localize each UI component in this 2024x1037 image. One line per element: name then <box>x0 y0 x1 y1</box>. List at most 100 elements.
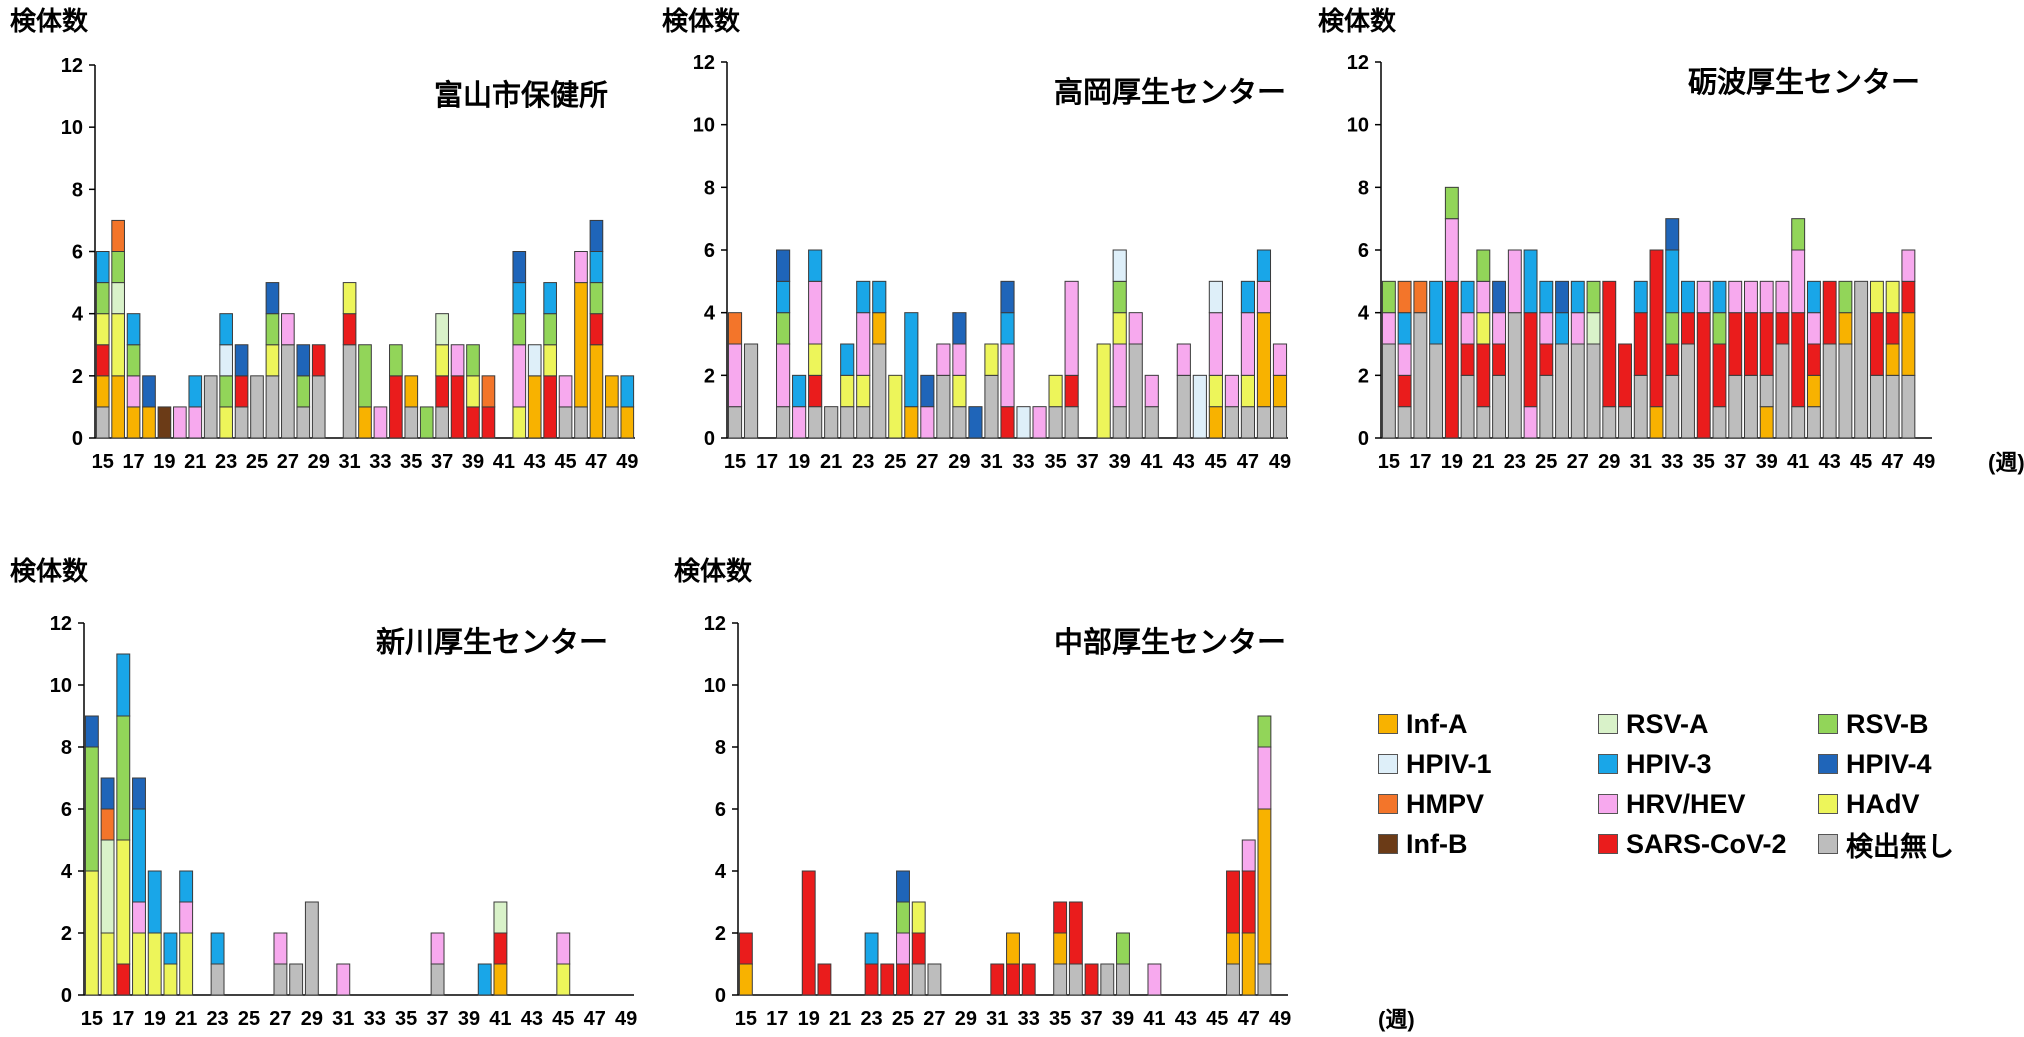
bar-segment-w43-sars-cov-2 <box>1822 280 1837 345</box>
bar-segment-w47-hrv-hev <box>1240 312 1256 376</box>
x-tick-label: 47 <box>1237 451 1259 473</box>
bar-segment-w45-hadv <box>556 963 571 996</box>
bar-segment-w23-hrv-hev <box>856 312 871 376</box>
y-tick-label: 8 <box>1358 177 1369 199</box>
x-tick-label: 23 <box>206 1008 228 1030</box>
x-tick-label: 27 <box>916 451 938 473</box>
x-tick-label: 45 <box>552 1008 574 1030</box>
bar-segment-w15-hpiv-4 <box>84 715 99 748</box>
legend-label: HMPV <box>1406 788 1485 819</box>
chart-title: 高岡厚生センター <box>1054 76 1286 109</box>
legend-swatch <box>1818 754 1838 774</box>
bar-segment-w18-rsv-b <box>776 312 791 345</box>
chart-panel-5: 0 2 4 6 8 10 12 15 17 19 21 23 25 27 29 31 33 35 37 39 41 43 4… <box>674 556 1415 1032</box>
bar-segment-w37-hrv-hev <box>430 932 445 965</box>
bar-segment-w23-- <box>1507 312 1522 439</box>
bar-segment-w39-sars-cov-2 <box>466 406 480 439</box>
bar-segment-w29-hadv <box>952 374 967 408</box>
bar-segment-w28-rsv-b <box>1586 280 1601 314</box>
x-tick-label: 47 <box>585 451 607 473</box>
legend-swatch <box>1378 794 1398 814</box>
x-tick-label: 35 <box>1044 451 1066 473</box>
bar-segment-w15-inf-a <box>738 963 753 996</box>
bar-segment-w47-- <box>1240 406 1256 439</box>
x-tick-label: 19 <box>1441 451 1463 473</box>
bar-segment-w38-sars-cov-2 <box>450 375 465 439</box>
bar-segment-w29-hpiv-4 <box>952 312 967 345</box>
legend-item-hpiv-4: HPIV-4 <box>1818 747 1932 781</box>
x-tick-label: 29 <box>948 451 970 473</box>
legend-swatch <box>1598 714 1618 734</box>
bar-segment-w48-- <box>1256 406 1272 439</box>
bar-segment-w37-sars-cov-2 <box>1728 312 1743 376</box>
bar-segment-w39-hrv-hev <box>1759 280 1774 314</box>
x-tick-label: 41 <box>493 451 515 473</box>
bar-segment-w29-- <box>1602 406 1617 439</box>
bar-segment-w41-- <box>1144 406 1159 439</box>
bar-segment-w47-hpiv-3 <box>1240 280 1256 314</box>
bar-segment-w47-hpiv-4 <box>589 219 604 253</box>
x-tick-label: 35 <box>400 451 422 473</box>
bar-segment-w29-sars-cov-2 <box>311 344 326 377</box>
x-tick-label: 21 <box>820 451 842 473</box>
y-tick-label: 4 <box>704 303 716 325</box>
y-tick-label: 4 <box>1358 303 1370 325</box>
bar-segment-w49-hrv-hev <box>1272 343 1288 376</box>
x-tick-label: 43 <box>524 451 546 473</box>
bar-segment-w29-- <box>311 375 326 439</box>
bar-segment-w24-- <box>872 343 887 439</box>
bar-segment-w19-hpiv-3 <box>147 870 162 934</box>
bar-segment-w25-sars-cov-2 <box>1539 343 1554 376</box>
bar-segment-w40-hrv-hev <box>1128 312 1143 345</box>
legend-label: HPIV-4 <box>1846 748 1932 779</box>
x-tick-label: 31 <box>338 451 360 473</box>
bar-segment-w30-sars-cov-2 <box>1618 343 1632 408</box>
bar-segment-w32-inf-a <box>1006 932 1020 965</box>
x-tick-label: 19 <box>788 451 810 473</box>
x-tick-label: 39 <box>1109 451 1131 473</box>
bar-segment-w36-sars-cov-2 <box>1712 343 1727 408</box>
bar-segment-w48-- <box>605 406 619 439</box>
bar-segment-w15-sars-cov-2 <box>738 932 753 965</box>
bar-segment-w16-rsv-a <box>111 282 125 315</box>
bar-segment-w24-sars-cov-2 <box>234 375 249 408</box>
bar-segment-w46-sars-cov-2 <box>1226 870 1240 934</box>
bar-segment-w42-hrv-hev <box>512 344 527 408</box>
y-tick-label: 12 <box>50 613 72 635</box>
bar-segment-w20-hrv-hev <box>808 280 823 345</box>
legend-swatch <box>1598 794 1618 814</box>
bar-segment-w46-inf-a <box>1226 932 1240 965</box>
bar-segment-w31-hadv <box>984 343 999 376</box>
bar-segment-w23-- <box>210 963 225 996</box>
x-tick-label: 27 <box>277 451 299 473</box>
bar-segment-w27-- <box>281 344 295 439</box>
bar-segment-w27-- <box>273 963 288 996</box>
bar-segment-w19-sars-cov-2 <box>1444 280 1459 439</box>
bar-segment-w24-sars-cov-2 <box>880 963 895 996</box>
y-axis-label: 検体数 <box>1318 6 1397 36</box>
bar-segment-w16-hmpv <box>100 808 115 841</box>
x-tick-label: 29 <box>1598 451 1620 473</box>
x-tick-label: 43 <box>1819 451 1841 473</box>
bar-segment-w31-- <box>984 374 999 439</box>
bar-segment-w31-sars-cov-2 <box>1633 312 1648 376</box>
chart-panel-2: 0 2 4 6 8 10 12 15 17 19 21 23 25 27 29 31 33 35 37 39 41 43 4… <box>662 6 1291 473</box>
y-tick-label: 6 <box>1358 240 1369 262</box>
bar-segment-w44-rsv-b <box>1838 280 1853 314</box>
bar-segment-w16-hpiv-3 <box>1397 312 1412 345</box>
bar-segment-w46-hrv-hev <box>1224 374 1239 408</box>
bar-segment-w48-inf-a <box>1256 312 1272 408</box>
bar-segment-w41-hrv-hev <box>1147 963 1162 996</box>
bar-segment-w47-sars-cov-2 <box>589 313 604 346</box>
bar-segment-w25-hpiv-4 <box>896 870 910 903</box>
bar-segment-w48-hpiv-3 <box>1256 249 1272 282</box>
x-tick-label: 45 <box>1850 451 1872 473</box>
bar-segment-w37-sars-cov-2 <box>1084 963 1099 996</box>
bar-segment-w37-sars-cov-2 <box>435 375 449 408</box>
y-tick-label: 2 <box>704 365 715 387</box>
x-tick-label: 23 <box>860 1008 882 1030</box>
bar-segment-w18-hpiv-3 <box>1429 280 1444 345</box>
bar-segment-w47-hadv <box>1240 374 1256 408</box>
chart-panel-3: 0 2 4 6 8 10 12 15 17 19 21 23 25 27 29 31 33 35 37 39 41 43 4… <box>1318 6 2024 475</box>
x-tick-label: 21 <box>1472 451 1494 473</box>
